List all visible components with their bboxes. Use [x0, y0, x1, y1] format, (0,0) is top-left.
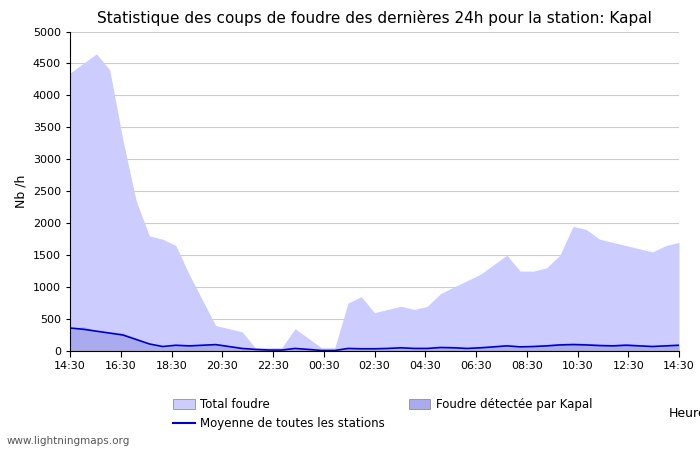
- Text: www.lightningmaps.org: www.lightningmaps.org: [7, 436, 130, 446]
- Text: Heure: Heure: [668, 407, 700, 420]
- Y-axis label: Nb /h: Nb /h: [14, 175, 27, 208]
- Legend: Total foudre, Moyenne de toutes les stations, Foudre détectée par Kapal: Total foudre, Moyenne de toutes les stat…: [174, 398, 592, 430]
- Title: Statistique des coups de foudre des dernières 24h pour la station: Kapal: Statistique des coups de foudre des dern…: [97, 10, 652, 26]
